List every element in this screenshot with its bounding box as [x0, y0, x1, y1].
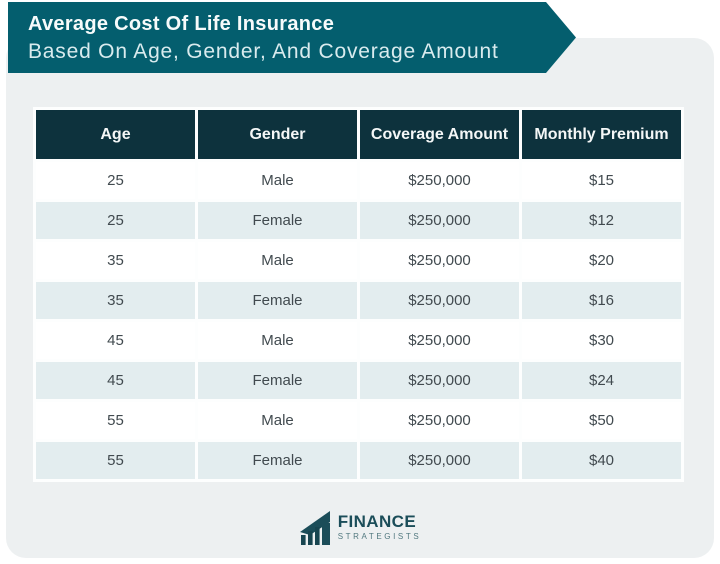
bar-chart-flag-icon — [299, 511, 330, 545]
table-cell: 25 — [36, 162, 195, 199]
title-line-1: Average Cost Of Life Insurance — [28, 13, 335, 35]
table-cell: 35 — [36, 282, 195, 319]
table-cell: $16 — [522, 282, 681, 319]
brand-name: FINANCE — [337, 512, 417, 531]
table-cell: $250,000 — [360, 162, 519, 199]
table-cell: $30 — [522, 322, 681, 359]
table-cell: $250,000 — [360, 322, 519, 359]
table-row: 25 Male $250,000 $15 — [36, 162, 681, 199]
table-row: 55 Female $250,000 $40 — [36, 442, 681, 479]
column-header-gender: Gender — [198, 110, 357, 159]
table-cell: $20 — [522, 242, 681, 279]
table-cell: $24 — [522, 362, 681, 399]
table-cell: $40 — [522, 442, 681, 479]
table-cell: Male — [198, 322, 357, 359]
table-cell: 45 — [36, 322, 195, 359]
table-cell: Female — [198, 282, 357, 319]
table-cell: $15 — [522, 162, 681, 199]
table-cell: Female — [198, 202, 357, 239]
table-row: 25 Female $250,000 $12 — [36, 202, 681, 239]
table-cell: 25 — [36, 202, 195, 239]
brand-text: FINANCE STRATEGISTS — [338, 513, 422, 541]
brand-tagline: STRATEGISTS — [337, 532, 422, 541]
table-cell: Male — [198, 242, 357, 279]
table-cell: $250,000 — [360, 282, 519, 319]
brand-logo: FINANCE STRATEGISTS — [0, 509, 720, 545]
table-cell: Female — [198, 362, 357, 399]
table-cell: $250,000 — [360, 362, 519, 399]
table-row: 45 Female $250,000 $24 — [36, 362, 681, 399]
table-header-row: Age Gender Coverage Amount Monthly Premi… — [36, 110, 681, 159]
table-row: 35 Female $250,000 $16 — [36, 282, 681, 319]
table-cell: $250,000 — [360, 442, 519, 479]
title-line-2: Based On Age, Gender, And Coverage Amoun… — [28, 40, 499, 63]
table-cell: $50 — [522, 402, 681, 439]
table-row: 45 Male $250,000 $30 — [36, 322, 681, 359]
table-cell: 55 — [36, 442, 195, 479]
table-cell: $250,000 — [360, 242, 519, 279]
table-cell: $250,000 — [360, 402, 519, 439]
table-row: 35 Male $250,000 $20 — [36, 242, 681, 279]
table-cell: $250,000 — [360, 202, 519, 239]
title-banner: Average Cost Of Life Insurance Based On … — [8, 2, 576, 73]
table-cell: $12 — [522, 202, 681, 239]
column-header-coverage-amount: Coverage Amount — [360, 110, 519, 159]
table-cell: Male — [198, 402, 357, 439]
column-header-monthly-premium: Monthly Premium — [522, 110, 681, 159]
table-cell: Male — [198, 162, 357, 199]
insurance-cost-table: Age Gender Coverage Amount Monthly Premi… — [33, 107, 684, 482]
table-cell: Female — [198, 442, 357, 479]
column-header-age: Age — [36, 110, 195, 159]
table-row: 55 Male $250,000 $50 — [36, 402, 681, 439]
table-cell: 35 — [36, 242, 195, 279]
table-cell: 55 — [36, 402, 195, 439]
table-cell: 45 — [36, 362, 195, 399]
